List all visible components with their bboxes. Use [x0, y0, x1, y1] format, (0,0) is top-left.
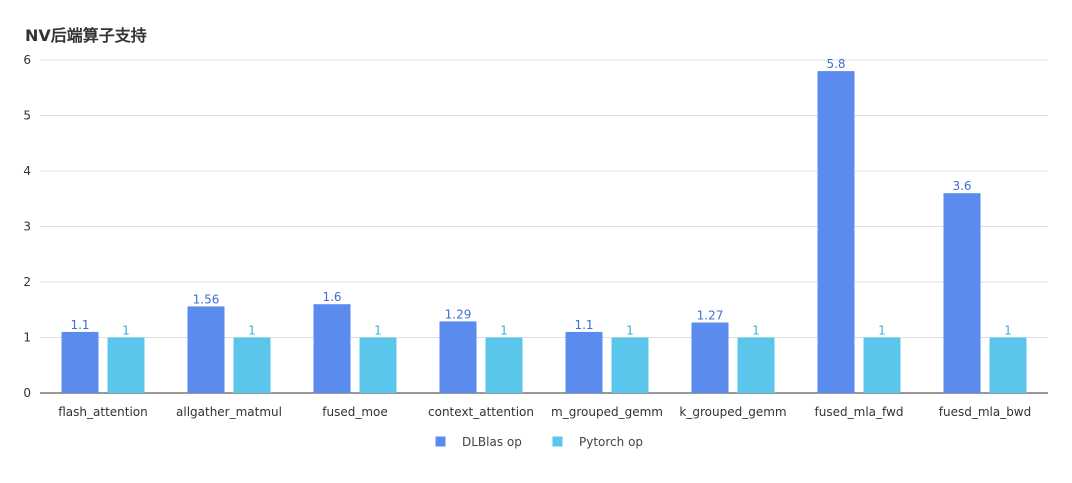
y-tick-label: 1	[23, 331, 31, 345]
y-tick-label: 0	[23, 386, 31, 400]
bar-pytorch[interactable]	[359, 337, 397, 394]
chart-title: NV后端算子支持	[25, 26, 147, 45]
data-label: 1	[122, 324, 130, 338]
y-tick-label: 6	[23, 53, 31, 67]
x-tick-label: m_grouped_gemm	[551, 405, 663, 419]
data-label: 5.8	[826, 57, 845, 71]
data-label: 1	[626, 324, 634, 338]
y-axis-ticks: 0 1 2 3 4 5 6	[23, 53, 31, 400]
bar-pytorch[interactable]	[233, 337, 271, 394]
y-tick-label: 2	[23, 275, 31, 289]
data-label: 1.1	[70, 318, 89, 332]
data-label: 1.6	[322, 290, 341, 304]
data-label: 3.6	[952, 179, 971, 193]
data-label: 1	[752, 324, 760, 338]
bar-pytorch[interactable]	[737, 337, 775, 394]
legend-label[interactable]: DLBlas op	[462, 435, 522, 449]
data-label: 1.56	[193, 292, 220, 306]
data-label: 1	[1004, 324, 1012, 338]
x-tick-label: context_attention	[428, 405, 534, 419]
legend-label[interactable]: Pytorch op	[579, 435, 643, 449]
y-tick-label: 5	[23, 109, 31, 123]
data-label: 1	[500, 324, 508, 338]
x-axis-ticks: flash_attention allgather_matmul fused_moe…	[58, 405, 1031, 419]
bar-pytorch[interactable]	[989, 337, 1027, 394]
bar-dlblas[interactable]	[61, 331, 99, 393]
bars: 1.1 1 1.56 1 1.6 1 1.29 1 1.1 1 1.27 1 5.8 1 3.6 1	[61, 57, 1027, 394]
x-tick-label: fuesd_mla_bwd	[939, 405, 1032, 419]
bar-dlblas[interactable]	[187, 306, 225, 393]
bar-pytorch[interactable]	[107, 337, 145, 394]
data-label: 1.29	[445, 307, 472, 321]
bar-pytorch[interactable]	[863, 337, 901, 394]
data-label: 1	[374, 324, 382, 338]
legend-swatch[interactable]	[551, 435, 564, 448]
x-tick-label: fused_moe	[322, 405, 388, 419]
x-tick-label: k_grouped_gemm	[679, 405, 786, 419]
bar-dlblas[interactable]	[943, 193, 981, 393]
data-label: 1.27	[697, 309, 724, 323]
bar-pytorch[interactable]	[485, 337, 523, 394]
x-tick-label: fused_mla_fwd	[815, 405, 904, 419]
y-tick-label: 3	[23, 220, 31, 234]
bar-dlblas[interactable]	[565, 331, 603, 393]
x-tick-label: flash_attention	[58, 405, 148, 419]
bar-dlblas[interactable]	[691, 322, 729, 393]
legend[interactable]: DLBlas op Pytorch op	[434, 435, 643, 449]
bar-dlblas[interactable]	[439, 321, 477, 393]
data-label: 1.1	[574, 318, 593, 332]
data-label: 1	[878, 324, 886, 338]
legend-swatch[interactable]	[434, 435, 447, 448]
bar-dlblas[interactable]	[817, 71, 855, 393]
bar-pytorch[interactable]	[611, 337, 649, 394]
y-tick-label: 4	[23, 164, 31, 178]
bar-dlblas[interactable]	[313, 304, 351, 393]
data-label: 1	[248, 324, 256, 338]
x-tick-label: allgather_matmul	[176, 405, 282, 419]
